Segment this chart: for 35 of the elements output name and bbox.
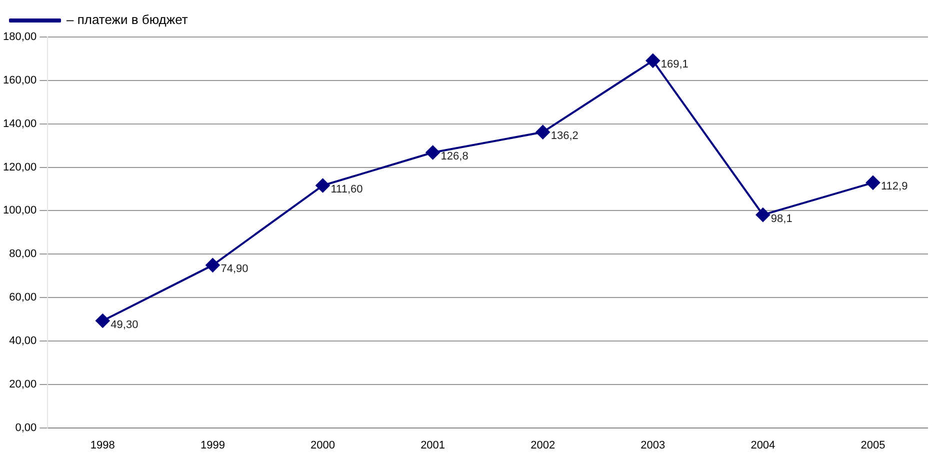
y-tick-label: 60,00 — [9, 292, 37, 304]
x-tick-label: 2000 — [310, 439, 335, 452]
y-tick-label: 0,00 — [15, 422, 37, 434]
point — [96, 314, 110, 328]
data-label: 126,8 — [440, 150, 468, 163]
data-label: 98,1 — [770, 212, 792, 225]
point — [866, 176, 880, 190]
data-label: 74,90 — [220, 263, 248, 276]
x-tick-label: 2004 — [750, 439, 776, 452]
point — [206, 258, 220, 272]
data-label: 169,1 — [660, 58, 688, 71]
x-tick-label: 1999 — [200, 439, 225, 452]
legend-label: – платежи в бюджет — [66, 12, 188, 28]
data-label: 112,9 — [880, 180, 908, 193]
y-tick-label: 120,00 — [2, 161, 37, 174]
y-tick-label: 20,00 — [9, 378, 37, 390]
y-tick-label: 80,00 — [9, 248, 37, 260]
x-tick-label: 2003 — [640, 439, 666, 452]
y-tick-label: 40,00 — [9, 334, 37, 347]
y-tick-label: 100,00 — [2, 204, 37, 217]
point — [316, 178, 330, 193]
x-tick-label: 2005 — [860, 439, 886, 452]
y-tick-label: 140,00 — [2, 118, 37, 130]
data-label: 136,2 — [550, 130, 578, 142]
point — [756, 208, 770, 222]
point — [646, 54, 660, 68]
x-tick-label: 1998 — [90, 439, 115, 452]
point — [536, 125, 550, 140]
point — [426, 146, 440, 160]
y-tick-label: 160,00 — [2, 74, 37, 86]
x-tick-label: 2002 — [530, 439, 556, 452]
data-label: 49,30 — [110, 318, 138, 331]
x-tick-label: 2001 — [420, 439, 446, 452]
y-tick-label: 180,00 — [2, 31, 37, 44]
data-label: 111,60 — [330, 184, 363, 196]
